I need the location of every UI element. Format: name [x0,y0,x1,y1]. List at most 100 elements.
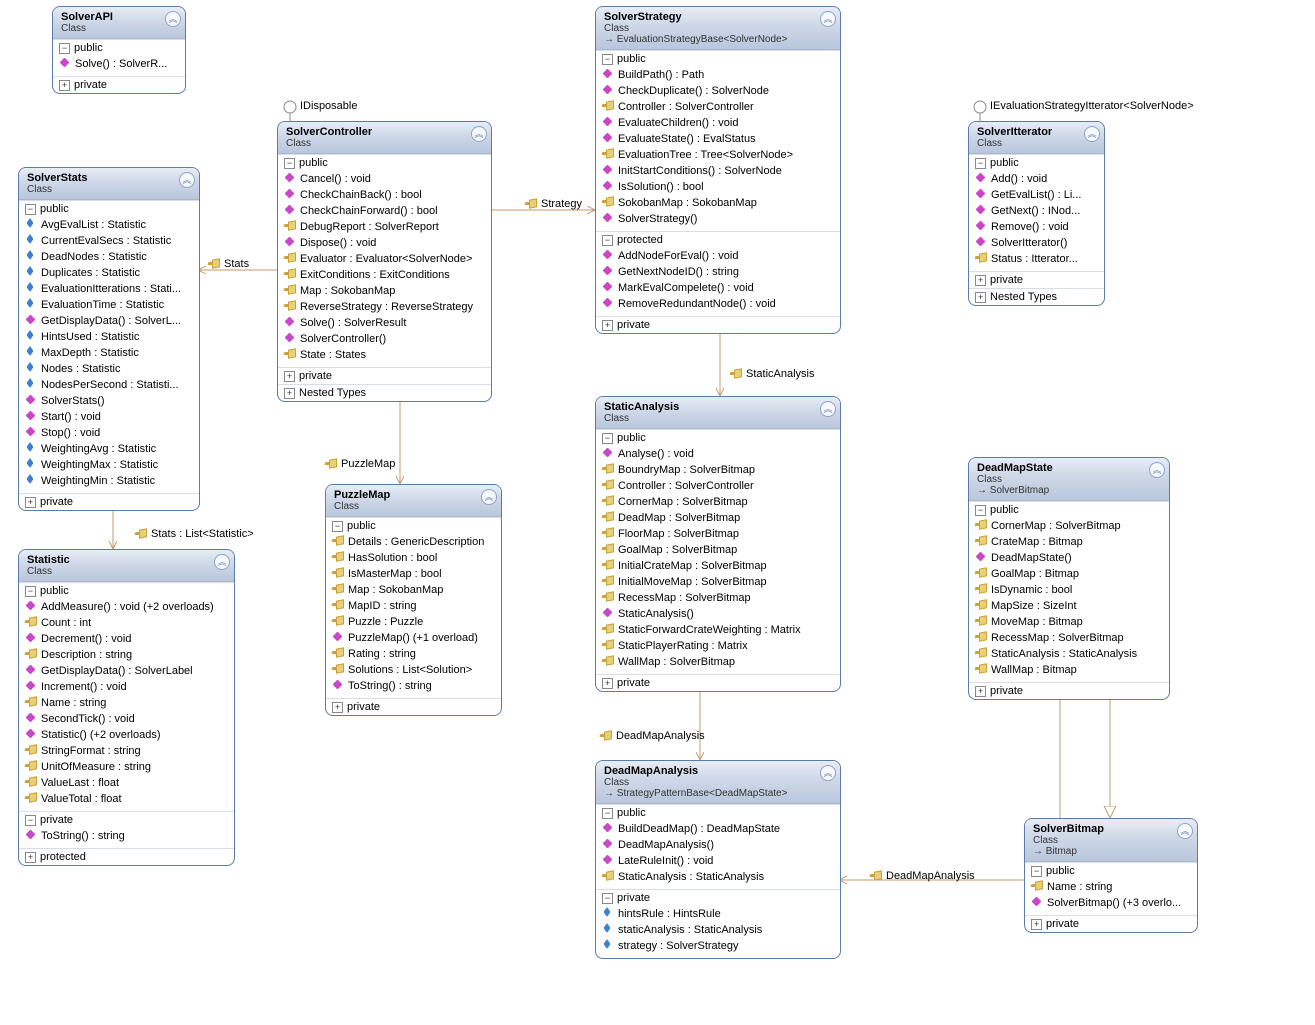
member-item[interactable]: IsMasterMap : bool [330,566,497,582]
member-item[interactable]: FloorMap : SolverBitmap [600,526,836,542]
class-box-solvercontroller[interactable]: SolverControllerClass︽−publicCancel() : … [277,121,492,402]
member-item[interactable]: GetNext() : INod... [973,203,1100,219]
member-item[interactable]: ValueTotal : float [23,791,230,807]
member-item[interactable]: AvgEvalList : Statistic [23,217,195,233]
member-item[interactable]: HasSolution : bool [330,550,497,566]
member-item[interactable]: hintsRule : HintsRule [600,906,836,922]
member-item[interactable]: MarkEvalCompelete() : void [600,280,836,296]
member-item[interactable]: StaticAnalysis : StaticAnalysis [600,869,836,885]
member-item[interactable]: IsSolution() : bool [600,179,836,195]
member-item[interactable]: WallMap : Bitmap [973,662,1165,678]
section-header[interactable]: −public [1025,863,1197,879]
member-item[interactable]: InitialMoveMap : SolverBitmap [600,574,836,590]
class-box-solverapi[interactable]: SolverAPIClass︽−publicSolve() : SolverR.… [52,6,186,94]
member-item[interactable]: Add() : void [973,171,1100,187]
toggle-icon[interactable]: − [975,505,986,516]
member-item[interactable]: SolverStrategy() [600,211,836,227]
member-item[interactable]: GetDisplayData() : SolverL... [23,313,195,329]
member-item[interactable]: Rating : string [330,646,497,662]
member-item[interactable]: EvaluationItterations : Stati... [23,281,195,297]
toggle-icon[interactable]: + [975,275,986,286]
toggle-icon[interactable]: + [602,320,613,331]
member-item[interactable]: DeadMapState() [973,550,1165,566]
toggle-icon[interactable]: − [1031,866,1042,877]
member-item[interactable]: Map : SokobanMap [282,283,487,299]
member-item[interactable]: CheckChainForward() : bool [282,203,487,219]
collapse-icon[interactable]: ︽ [1177,823,1193,839]
class-header[interactable]: StaticAnalysisClass︽ [596,397,840,429]
member-item[interactable]: BuildPath() : Path [600,67,836,83]
class-header[interactable]: SolverItteratorClass︽ [969,122,1104,154]
section-header[interactable]: −private [19,812,234,828]
member-item[interactable]: MoveMap : Bitmap [973,614,1165,630]
collapse-icon[interactable]: ︽ [471,126,487,142]
toggle-icon[interactable]: − [602,893,613,904]
class-box-puzzlemap[interactable]: PuzzleMapClass︽−publicDetails : GenericD… [325,484,502,716]
member-item[interactable]: StaticForwardCrateWeighting : Matrix [600,622,836,638]
member-item[interactable]: RemoveRedundantNode() : void [600,296,836,312]
member-item[interactable]: EvaluationTree : Tree<SolverNode> [600,147,836,163]
member-item[interactable]: RecessMap : SolverBitmap [973,630,1165,646]
class-box-staticanalysis[interactable]: StaticAnalysisClass︽−publicAnalyse() : v… [595,396,841,692]
section-header[interactable]: +private [969,272,1104,288]
member-item[interactable]: StringFormat : string [23,743,230,759]
member-item[interactable]: Analyse() : void [600,446,836,462]
member-item[interactable]: Count : int [23,615,230,631]
class-box-solveritterator[interactable]: SolverItteratorClass︽−publicAdd() : void… [968,121,1105,306]
class-header[interactable]: DeadMapStateClass→ SolverBitmap︽ [969,458,1169,501]
member-item[interactable]: DeadMap : SolverBitmap [600,510,836,526]
member-item[interactable]: UnitOfMeasure : string [23,759,230,775]
member-item[interactable]: BuildDeadMap() : DeadMapState [600,821,836,837]
member-item[interactable]: Status : Itterator... [973,251,1100,267]
member-item[interactable]: ToString() : string [330,678,497,694]
member-item[interactable]: Solutions : List<Solution> [330,662,497,678]
section-header[interactable]: −public [969,502,1169,518]
member-item[interactable]: Solve() : SolverResult [282,315,487,331]
member-item[interactable]: AddMeasure() : void (+2 overloads) [23,599,230,615]
class-box-solverstrategy[interactable]: SolverStrategyClass→ EvaluationStrategyB… [595,6,841,334]
section-header[interactable]: −public [19,201,199,217]
member-item[interactable]: ReverseStrategy : ReverseStrategy [282,299,487,315]
toggle-icon[interactable]: − [284,158,295,169]
toggle-icon[interactable]: − [602,808,613,819]
collapse-icon[interactable]: ︽ [481,489,497,505]
member-item[interactable]: DeadNodes : Statistic [23,249,195,265]
section-header[interactable]: −public [19,583,234,599]
member-item[interactable]: Remove() : void [973,219,1100,235]
member-item[interactable]: StaticAnalysis() [600,606,836,622]
toggle-icon[interactable]: − [59,43,70,54]
member-item[interactable]: EvaluateState() : EvalStatus [600,131,836,147]
section-header[interactable]: +private [596,675,840,691]
class-header[interactable]: StatisticClass︽ [19,550,234,582]
member-item[interactable]: SolverStats() [23,393,195,409]
member-item[interactable]: MapID : string [330,598,497,614]
toggle-icon[interactable]: − [25,815,36,826]
toggle-icon[interactable]: − [602,54,613,65]
member-item[interactable]: Nodes : Statistic [23,361,195,377]
toggle-icon[interactable]: + [59,80,70,91]
member-item[interactable]: MaxDepth : Statistic [23,345,195,361]
member-item[interactable]: State : States [282,347,487,363]
section-header[interactable]: −public [596,805,840,821]
toggle-icon[interactable]: − [602,433,613,444]
member-item[interactable]: LateRuleInit() : void [600,853,836,869]
member-item[interactable]: RecessMap : SolverBitmap [600,590,836,606]
member-item[interactable]: Decrement() : void [23,631,230,647]
collapse-icon[interactable]: ︽ [179,172,195,188]
member-item[interactable]: Start() : void [23,409,195,425]
member-item[interactable]: HintsUsed : Statistic [23,329,195,345]
member-item[interactable]: GoalMap : Bitmap [973,566,1165,582]
section-header[interactable]: +Nested Types [969,289,1104,305]
section-header[interactable]: −protected [596,232,840,248]
section-header[interactable]: +private [1025,916,1197,932]
member-item[interactable]: CrateMap : Bitmap [973,534,1165,550]
toggle-icon[interactable]: + [25,852,36,863]
member-item[interactable]: Name : string [23,695,230,711]
member-item[interactable]: ValueLast : float [23,775,230,791]
collapse-icon[interactable]: ︽ [165,11,181,27]
member-item[interactable]: SolverController() [282,331,487,347]
toggle-icon[interactable]: − [975,158,986,169]
member-item[interactable]: InitStartConditions() : SolverNode [600,163,836,179]
member-item[interactable]: Stop() : void [23,425,195,441]
toggle-icon[interactable]: + [284,371,295,382]
